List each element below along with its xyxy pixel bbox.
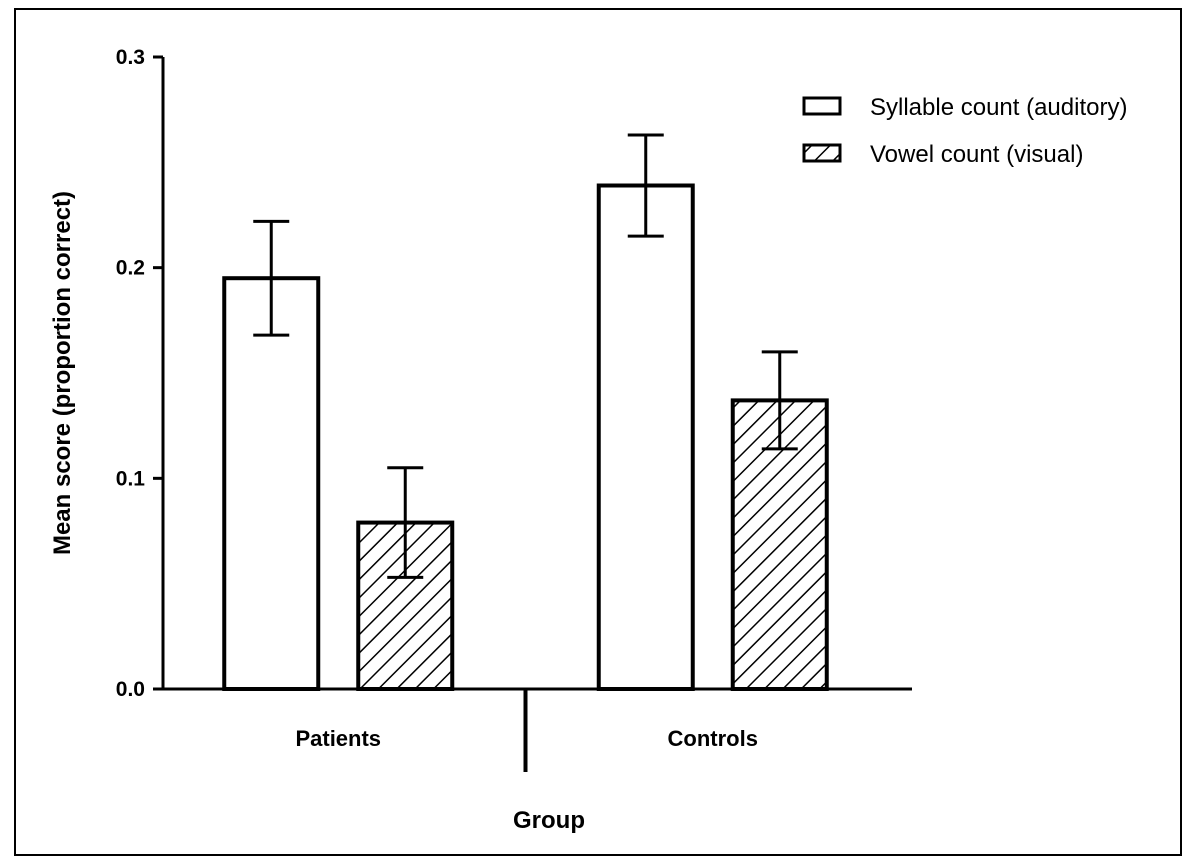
bar-syllable-controls xyxy=(596,183,695,692)
error-bar xyxy=(761,350,798,451)
y-tick-label: 0.1 xyxy=(116,467,146,490)
x-axis-title: Group xyxy=(513,807,585,834)
error-bar xyxy=(627,133,664,238)
y-tick-label: 0.3 xyxy=(116,46,145,69)
y-tick-label: 0.2 xyxy=(116,257,145,280)
bar-syllable-patients xyxy=(222,276,321,691)
legend-item-syllable: Syllable count (auditory) xyxy=(802,94,1127,121)
error-bar xyxy=(387,466,424,579)
legend-label: Vowel count (visual) xyxy=(870,141,1083,168)
error-bar xyxy=(253,219,290,337)
y-tick-label: 0.0 xyxy=(116,678,145,701)
legend-swatch xyxy=(802,96,842,116)
x-tick-label-controls: Controls xyxy=(668,726,758,751)
legend-label: Syllable count (auditory) xyxy=(870,94,1127,121)
legend-swatch xyxy=(802,143,842,163)
x-tick-label-patients: Patients xyxy=(295,726,381,751)
y-axis-title: Mean score (proportion correct) xyxy=(49,191,76,555)
legend-item-vowel: Vowel count (visual) xyxy=(802,141,1083,168)
